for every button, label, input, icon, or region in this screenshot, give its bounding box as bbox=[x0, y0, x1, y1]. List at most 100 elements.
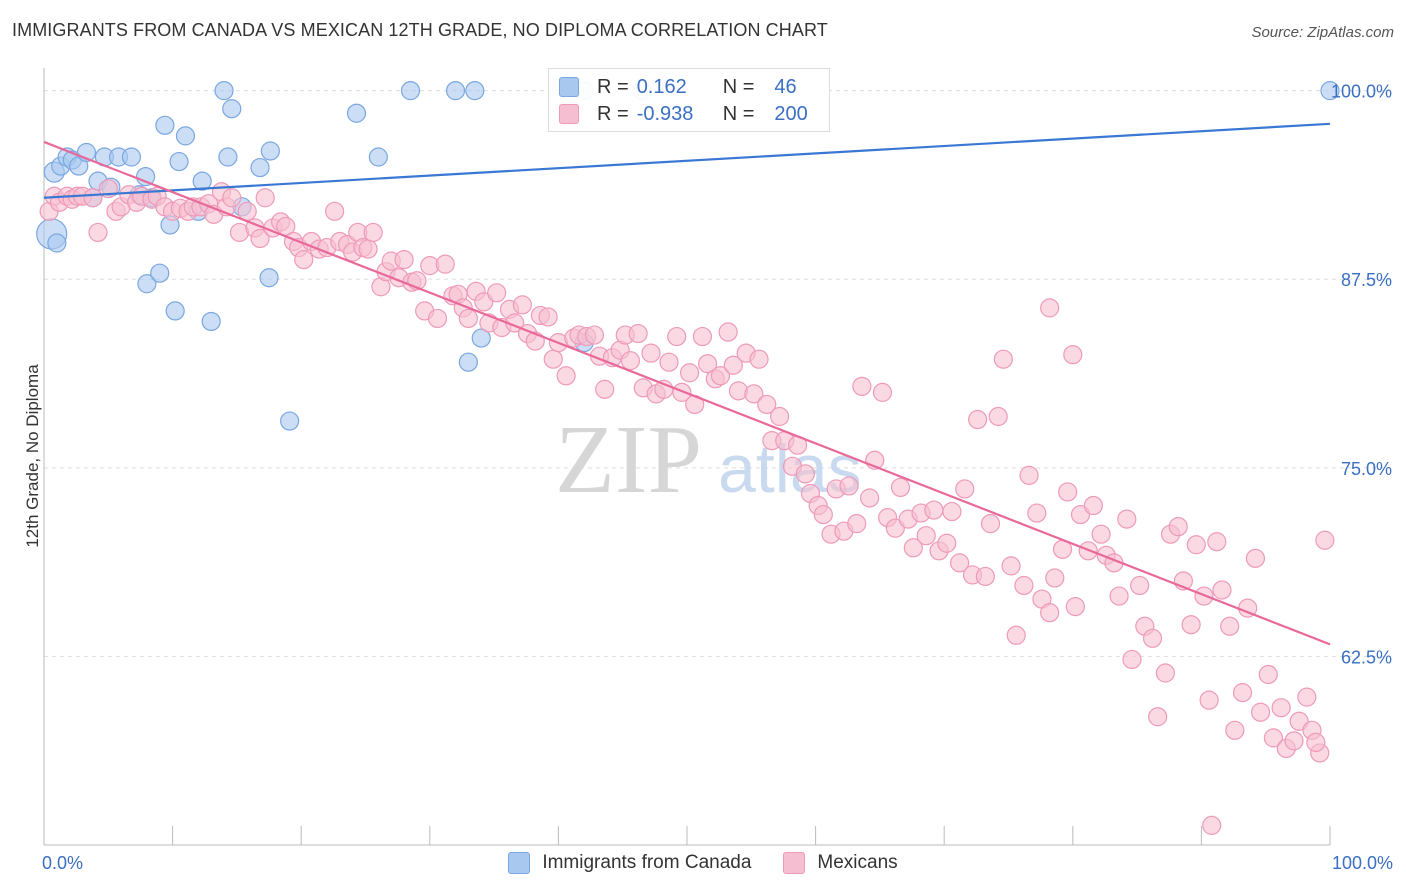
mexican-point bbox=[620, 351, 641, 371]
y-tick-label: 62.5% bbox=[1341, 647, 1392, 667]
mexican-point bbox=[1263, 728, 1284, 748]
mexican-point bbox=[1058, 482, 1078, 502]
mexican-point bbox=[543, 349, 563, 369]
y-tick-label: 75.0% bbox=[1341, 459, 1392, 479]
mexican-point bbox=[942, 501, 962, 522]
legend-r-value: 0.162 bbox=[636, 75, 687, 98]
mexican-point bbox=[839, 476, 859, 496]
canada-point bbox=[250, 157, 270, 178]
canada-point bbox=[260, 141, 280, 161]
mexican-point bbox=[1122, 649, 1142, 670]
mexican-point bbox=[1148, 707, 1168, 727]
mexican-point bbox=[1083, 495, 1103, 516]
mexican-point bbox=[294, 250, 314, 270]
mexican-point bbox=[937, 533, 957, 553]
mexican-point bbox=[1250, 702, 1271, 722]
mexican-point bbox=[641, 343, 661, 363]
mexican-trendline bbox=[43, 140, 1331, 646]
y-tick-label: 100.0% bbox=[1331, 82, 1392, 102]
canada-point bbox=[47, 233, 67, 253]
mexican-point bbox=[757, 394, 777, 415]
mexican-point bbox=[890, 477, 911, 498]
legend-item-canada[interactable]: Immigrants from Canada bbox=[508, 852, 751, 874]
mexican-point bbox=[237, 201, 257, 221]
mexican-point bbox=[1014, 575, 1034, 596]
mexican-point bbox=[628, 323, 648, 344]
mexican-point bbox=[255, 188, 275, 208]
mexican-point bbox=[1306, 732, 1326, 753]
canada-point bbox=[150, 263, 170, 283]
mexican-point bbox=[1065, 597, 1085, 617]
mexican-point bbox=[1212, 580, 1232, 600]
legend-label-mexicans: Mexicans bbox=[817, 852, 898, 873]
canada-point bbox=[346, 103, 367, 123]
canada-point bbox=[175, 126, 196, 146]
legend-swatch-canada bbox=[508, 852, 531, 874]
mexican-point bbox=[718, 322, 738, 342]
canada-point bbox=[201, 311, 221, 332]
mexican-point bbox=[1245, 548, 1266, 568]
trend-layer bbox=[43, 122, 1331, 646]
mexican-point bbox=[860, 488, 880, 508]
mexican-point bbox=[679, 363, 700, 383]
mexican-point bbox=[692, 326, 713, 347]
mexican-point bbox=[1006, 625, 1026, 645]
mexican-point bbox=[950, 553, 970, 573]
mexican-point bbox=[1220, 616, 1240, 636]
x-tick-label: 0.0% bbox=[42, 853, 83, 873]
mexican-point bbox=[1063, 345, 1083, 365]
mexican-point bbox=[955, 479, 975, 499]
series-legend: Immigrants from Canada Mexicans bbox=[0, 852, 1406, 874]
legend-n-label: N = bbox=[722, 102, 755, 125]
legend-swatch-canada bbox=[559, 77, 579, 97]
mexican-point bbox=[1117, 509, 1137, 529]
canada-trendline bbox=[43, 122, 1331, 199]
canada-point bbox=[465, 81, 485, 101]
y-tick-label: 87.5% bbox=[1341, 270, 1392, 290]
mexican-point bbox=[1315, 530, 1335, 550]
legend-n-label: N = bbox=[722, 75, 755, 98]
stats-legend: R = 0.162 N = 46 R = -0.938 N = 200 bbox=[548, 68, 830, 132]
mexican-point bbox=[363, 222, 383, 243]
mexican-point bbox=[813, 504, 833, 525]
mexican-point bbox=[769, 406, 790, 427]
legend-item-mexicans[interactable]: Mexicans bbox=[783, 852, 898, 874]
legend-row-canada: R = 0.162 N = 46 bbox=[559, 74, 797, 100]
mexican-point bbox=[358, 239, 378, 259]
legend-r-label: R = bbox=[597, 102, 629, 125]
canada-point bbox=[368, 147, 388, 167]
mexican-point bbox=[728, 381, 749, 401]
mexican-point bbox=[697, 354, 718, 374]
mexican-point bbox=[222, 188, 242, 208]
mexican-point bbox=[1181, 615, 1201, 635]
mexican-point bbox=[584, 325, 605, 345]
mexican-point bbox=[1225, 720, 1245, 740]
mexican-point bbox=[1045, 568, 1065, 588]
canada-point bbox=[135, 167, 156, 187]
mexican-point bbox=[1019, 465, 1039, 485]
canada-point bbox=[121, 147, 142, 167]
mexican-point bbox=[458, 308, 478, 329]
mexican-point bbox=[744, 384, 764, 404]
mexican-point bbox=[1155, 663, 1175, 683]
canada-point bbox=[169, 151, 189, 172]
legend-swatch-mexicans bbox=[783, 852, 806, 874]
mexican-point bbox=[1258, 664, 1278, 685]
mexican-point bbox=[749, 349, 769, 369]
canada-point bbox=[400, 81, 421, 101]
mexican-point bbox=[1109, 586, 1129, 606]
canada-point bbox=[165, 301, 185, 321]
legend-row-mexicans: R = -0.938 N = 200 bbox=[559, 101, 808, 127]
mexican-point bbox=[1207, 532, 1227, 552]
canada-point bbox=[155, 115, 175, 135]
mexican-point bbox=[1186, 535, 1206, 555]
legend-label-canada: Immigrants from Canada bbox=[542, 852, 752, 873]
chart-title: IMMIGRANTS FROM CANADA VS MEXICAN 12TH G… bbox=[12, 20, 828, 40]
mexican-point bbox=[1284, 731, 1304, 751]
mexican-point bbox=[1027, 503, 1047, 523]
mexican-point bbox=[980, 514, 1001, 534]
mexican-point bbox=[427, 308, 448, 329]
mexican-point bbox=[83, 188, 103, 208]
canada-point bbox=[471, 328, 491, 348]
label-layer: 62.5% 75.0% 87.5% 100.0% 0.0% 100.0% 12th Grad… bbox=[23, 82, 1393, 873]
